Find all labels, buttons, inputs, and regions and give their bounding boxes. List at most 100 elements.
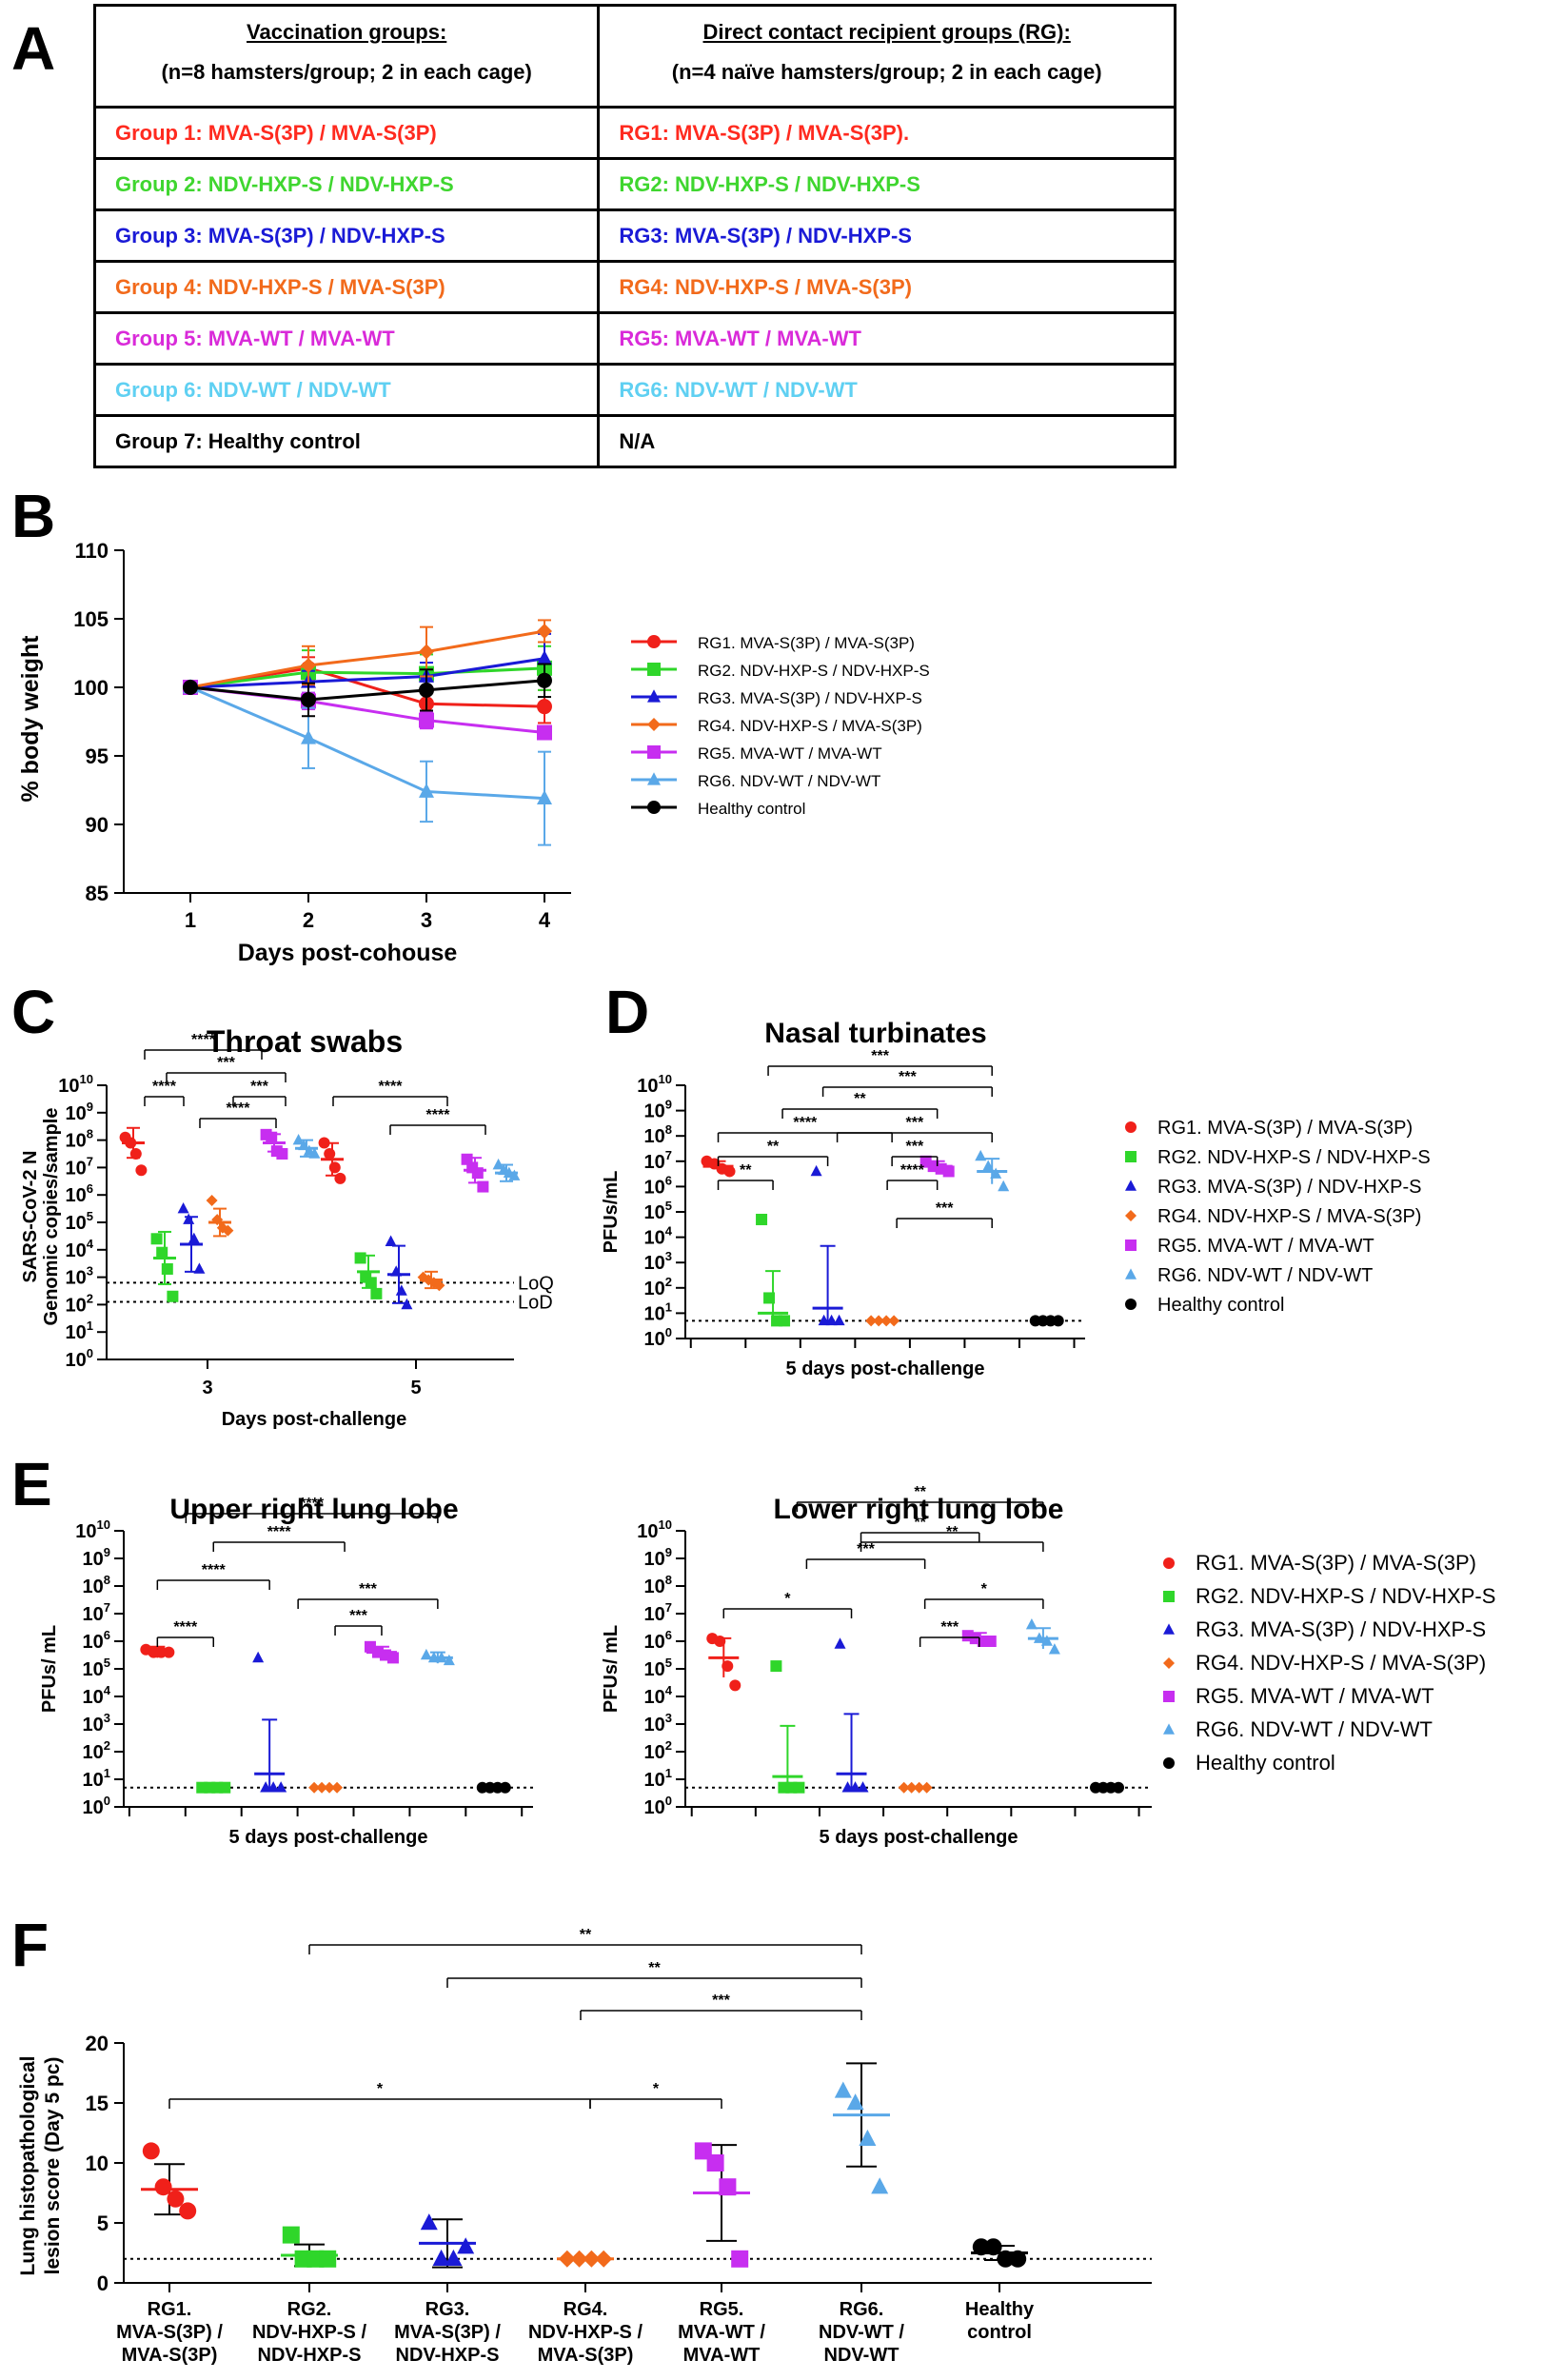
b-legend-label: Healthy control — [698, 800, 805, 818]
b-series-line — [189, 666, 545, 689]
table-row: Group 7: Healthy control N/A — [92, 414, 1176, 468]
e-upper-point — [324, 1781, 336, 1794]
panel-letter-d: D — [605, 978, 650, 1046]
vaccination-group-cell: Group 4: NDV-HXP-S / MVA-S(3P) — [92, 260, 601, 314]
f-point — [972, 2238, 990, 2256]
d-legend-marker — [1125, 1268, 1137, 1279]
d-point — [865, 1315, 878, 1327]
e-lower-y-tick-label: 109 — [644, 1545, 672, 1570]
c-point — [177, 1202, 189, 1214]
d-legend-marker — [1125, 1151, 1137, 1162]
b-x-tick-label: 2 — [303, 908, 314, 932]
d-point — [880, 1315, 893, 1327]
c-sig-label: **** — [426, 1107, 451, 1123]
f-y-tick-label: 15 — [86, 2092, 109, 2115]
d-legend-marker — [1125, 1180, 1137, 1191]
e-upper-sig-label: **** — [202, 1562, 227, 1578]
f-x-tick-label: NDV-WT — [824, 2345, 900, 2366]
c-point — [161, 1262, 173, 1275]
e-lower-point — [1025, 1618, 1038, 1630]
e-lower-y-tick-label: 105 — [644, 1656, 672, 1680]
recipient-group-cell: RG5: MVA-WT / MVA-WT — [597, 311, 1176, 366]
f-x-tick-label: MVA-S(3P) — [538, 2345, 634, 2366]
e-lower-sig-label: *** — [940, 1619, 959, 1636]
b-legend-marker — [647, 745, 661, 759]
c-y-tick-label: 102 — [66, 1291, 93, 1316]
d-x-axis-label: 5 days post-challenge — [786, 1359, 985, 1379]
c-point — [193, 1262, 206, 1274]
b-point — [537, 699, 552, 715]
c-point — [129, 1148, 142, 1160]
e-legend-label: RG3. MVA-S(3P) / NDV-HXP-S — [1196, 1617, 1486, 1641]
e-legend-marker — [1163, 1557, 1175, 1569]
vaccination-group-cell: Group 5: MVA-WT / MVA-WT — [92, 311, 601, 366]
e-lower-y-tick-label: 104 — [644, 1683, 673, 1708]
c-point — [156, 1246, 168, 1259]
d-sig-label: ** — [767, 1139, 780, 1155]
c-point — [395, 1284, 407, 1296]
d-legend-label: RG6. NDV-WT / NDV-WT — [1157, 1265, 1373, 1286]
e-lower-point — [1033, 1632, 1045, 1643]
d-sig-label: **** — [900, 1162, 925, 1179]
e-upper-y-tick-label: 100 — [83, 1794, 110, 1818]
f-point — [457, 2237, 475, 2254]
e-upper-point — [260, 1781, 272, 1793]
f-point — [319, 2250, 337, 2268]
c-point — [401, 1298, 413, 1310]
c-point — [334, 1172, 346, 1184]
f-point — [984, 2238, 1002, 2256]
e-lower-y-axis-label: PFUs/ mL — [601, 1625, 622, 1713]
c-point — [222, 1224, 234, 1237]
b-x-tick-label: 3 — [421, 908, 432, 932]
e-lower-sig-label: ** — [946, 1524, 959, 1540]
e-upper-point — [331, 1781, 344, 1794]
f-y-axis-label-2: lesion score (Day 5 pc) — [42, 2057, 64, 2275]
d-legend-marker — [1125, 1240, 1137, 1251]
recipient-group-cell: RG1: MVA-S(3P) / MVA-S(3P). — [597, 106, 1176, 160]
e-upper-point — [316, 1781, 328, 1794]
e-lower-point — [898, 1781, 910, 1794]
c-point — [370, 1287, 383, 1299]
f-sig-label: ** — [580, 1927, 592, 1943]
d-y-tick-label: 102 — [644, 1275, 672, 1299]
e-upper-y-tick-label: 105 — [83, 1656, 110, 1680]
d-legend-marker — [1125, 1299, 1137, 1310]
e-upper-point — [386, 1652, 399, 1664]
d-y-tick-label: 105 — [644, 1199, 672, 1223]
e-upper-y-tick-label: 107 — [83, 1600, 110, 1625]
b-legend-label: RG5. MVA-WT / MVA-WT — [698, 744, 882, 763]
e-lower-point — [834, 1637, 846, 1649]
recipient-groups-subtitle: (n=4 naïve hamsters/group; 2 in each cag… — [671, 60, 1102, 84]
e-upper-point — [420, 1648, 432, 1660]
f-x-tick-label: MVA-S(3P) — [122, 2345, 218, 2366]
b-point — [537, 623, 552, 639]
b-point — [301, 729, 316, 744]
b-series-line — [189, 685, 545, 801]
c-y-tick-label: 107 — [66, 1154, 93, 1179]
f-x-tick-label: MVA-S(3P) / — [116, 2322, 223, 2343]
c-point — [292, 1134, 305, 1145]
e-upper-point — [219, 1781, 231, 1794]
c-ref-label: LoQ — [518, 1273, 554, 1294]
f-x-tick-label: RG6. — [840, 2299, 884, 2320]
f-point — [558, 2250, 576, 2268]
c-point — [298, 1139, 310, 1151]
e-lower-y-tick-label: 1010 — [637, 1517, 672, 1542]
e-upper-y-axis-label: PFUs/ mL — [39, 1625, 60, 1713]
d-point — [1052, 1315, 1064, 1327]
f-sig-label: ** — [648, 1960, 661, 1976]
b-point — [419, 644, 434, 660]
c-y-tick-label: 100 — [66, 1346, 93, 1371]
f-x-tick-label: NDV-HXP-S — [396, 2345, 500, 2366]
d-sig-label: *** — [871, 1048, 889, 1064]
c-point — [492, 1158, 504, 1170]
f-sig-label: *** — [712, 1993, 730, 2009]
c-y-tick-label: 105 — [66, 1209, 93, 1234]
c-point — [276, 1148, 288, 1160]
e-lower-x-axis-label: 5 days post-challenge — [820, 1827, 1018, 1848]
f-point — [583, 2250, 601, 2268]
f-x-tick-label: RG2. — [287, 2299, 332, 2320]
c-point — [390, 1265, 403, 1277]
c-sig-label: **** — [227, 1101, 251, 1117]
e-lower-point — [849, 1781, 861, 1793]
